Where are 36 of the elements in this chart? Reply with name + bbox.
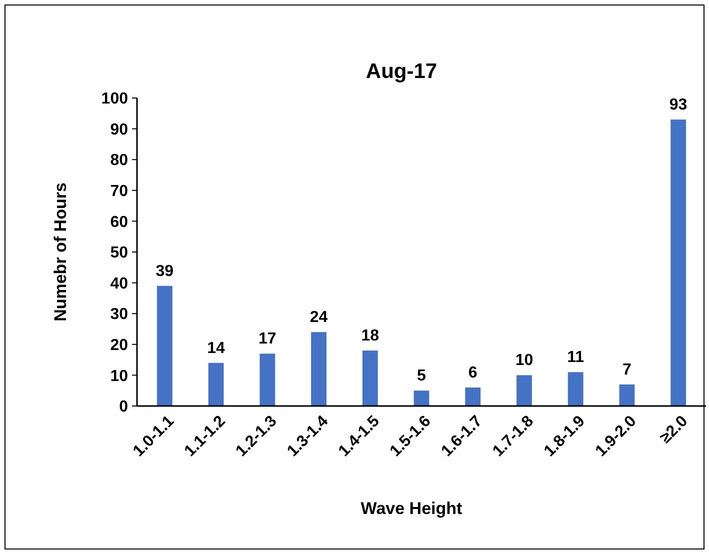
bar (208, 362, 224, 406)
y-tick-label: 30 (110, 306, 128, 324)
y-tick-label: 70 (110, 183, 128, 200)
x-axis-title: Wave Height (360, 499, 463, 518)
data-label: 10 (515, 352, 534, 370)
bar (465, 388, 481, 406)
y-tick-label: 50 (110, 244, 128, 262)
data-label: 39 (156, 262, 174, 280)
bar (311, 332, 326, 406)
bar (414, 390, 430, 406)
data-label: 11 (567, 349, 584, 366)
bar (619, 384, 635, 406)
y-tick-label: 90 (110, 121, 128, 138)
data-label: 93 (669, 96, 688, 114)
bar (362, 350, 378, 406)
data-label: 24 (310, 309, 328, 326)
y-tick-label: 0 (119, 398, 128, 416)
y-axis-title: Numebr of Hours (51, 182, 70, 322)
y-tick-label: 40 (110, 275, 128, 292)
chart-title: Aug-17 (366, 60, 438, 83)
bar (670, 120, 686, 406)
bar (516, 375, 532, 406)
y-tick-label: 80 (110, 152, 128, 170)
bar (156, 286, 172, 406)
data-label: 18 (361, 328, 380, 345)
y-tick-label: 60 (110, 214, 128, 231)
data-label: 5 (417, 368, 426, 385)
y-tick-label: 20 (110, 337, 128, 354)
y-tick-label: 100 (101, 90, 128, 108)
data-label: 17 (258, 330, 276, 348)
bar (568, 372, 584, 406)
data-label: 14 (207, 340, 226, 357)
bar (260, 354, 276, 406)
y-tick-label: 10 (110, 368, 128, 385)
data-label: 6 (468, 364, 478, 382)
data-label: 7 (622, 361, 632, 378)
